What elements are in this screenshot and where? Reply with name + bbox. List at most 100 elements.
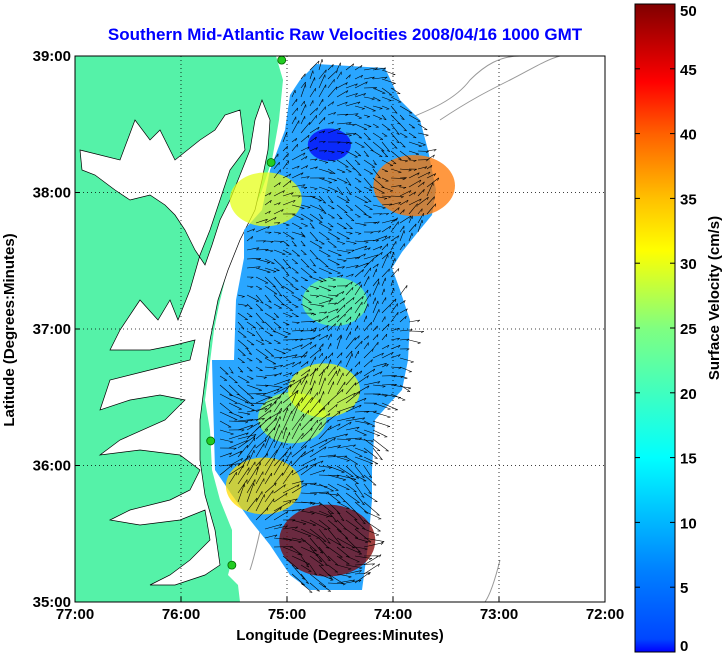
velocity-arrow <box>219 429 234 435</box>
velocity-arrowhead <box>347 439 351 442</box>
velocity-arrow <box>291 222 303 229</box>
velocity-arrowhead <box>268 396 271 400</box>
velocity-arrowhead <box>266 453 268 457</box>
velocity-arrowhead <box>361 495 365 498</box>
velocity-arrow <box>336 335 342 350</box>
velocity-arrow <box>336 266 345 269</box>
velocity-arrow <box>327 294 339 296</box>
velocity-arrow <box>363 213 372 218</box>
velocity-arrow <box>354 222 367 226</box>
velocity-arrowhead <box>368 247 371 251</box>
velocity-arrow <box>345 456 358 465</box>
velocity-arrow <box>345 159 356 170</box>
velocity-arrowhead <box>319 348 322 352</box>
velocity-arrow <box>291 294 302 301</box>
velocity-arrowhead <box>230 371 234 374</box>
velocity-arrowhead <box>370 150 374 152</box>
velocity-arrowhead <box>347 252 351 254</box>
velocity-arrow <box>264 216 277 224</box>
velocity-arrowhead <box>354 519 358 521</box>
velocity-arrowhead <box>301 208 305 210</box>
velocity-arrowhead <box>362 522 366 525</box>
velocity-arrowhead <box>301 480 304 484</box>
velocity-arrow <box>327 537 345 548</box>
velocity-arrowhead <box>398 354 401 357</box>
velocity-arrowhead <box>325 547 329 549</box>
velocity-arrow <box>363 528 380 536</box>
velocity-arrow <box>246 303 253 310</box>
velocity-arrow <box>426 196 435 206</box>
velocity-arrow <box>282 446 291 458</box>
velocity-hotspot <box>229 172 302 227</box>
velocity-arrow <box>327 445 341 449</box>
velocity-arrow <box>363 289 369 296</box>
velocity-arrow <box>363 510 382 520</box>
velocity-arrow <box>336 510 345 521</box>
velocity-arrow <box>300 417 313 431</box>
velocity-arrow <box>291 355 307 359</box>
velocity-arrowhead <box>268 210 271 214</box>
colorbar-tick-label: 30 <box>680 256 697 273</box>
velocity-arrow <box>372 447 383 460</box>
velocity-arrow <box>408 339 421 344</box>
velocity-arrow <box>336 573 352 578</box>
velocity-arrow <box>318 483 334 492</box>
velocity-arrow <box>282 303 293 311</box>
velocity-arrow <box>345 353 353 368</box>
velocity-arrow <box>300 73 306 80</box>
velocity-arrow <box>264 435 271 449</box>
velocity-arrow <box>372 300 379 314</box>
velocity-arrowhead <box>371 76 375 80</box>
velocity-arrowhead <box>285 525 288 528</box>
velocity-arrow <box>408 150 419 155</box>
velocity-arrowhead <box>342 583 346 586</box>
velocity-arrow <box>354 572 371 575</box>
velocity-arrow <box>327 308 339 314</box>
velocity-arrowhead <box>342 266 345 269</box>
velocity-arrow <box>345 570 362 575</box>
velocity-arrowhead <box>433 196 435 200</box>
velocity-arrow <box>318 437 336 449</box>
velocity-arrowhead <box>260 327 264 330</box>
velocity-arrow <box>255 409 272 422</box>
velocity-arrow <box>354 420 370 425</box>
velocity-arrow <box>372 438 389 452</box>
velocity-arrowhead <box>278 327 282 329</box>
velocity-arrow <box>327 455 347 458</box>
velocity-arrow <box>345 123 356 125</box>
velocity-arrow <box>282 410 293 431</box>
velocity-arrow <box>264 312 276 320</box>
velocity-arrowhead <box>278 162 280 166</box>
velocity-arrow <box>381 352 394 359</box>
velocity-arrow <box>381 203 392 206</box>
velocity-arrowhead <box>363 398 367 401</box>
velocity-arrow <box>300 528 320 539</box>
velocity-arrowhead <box>250 424 253 428</box>
velocity-arrowhead <box>314 344 317 348</box>
velocity-arrow <box>327 213 335 219</box>
velocity-arrowhead <box>324 564 328 566</box>
velocity-arrow <box>372 278 380 287</box>
velocity-arrow <box>318 377 326 395</box>
velocity-arrow <box>291 138 297 143</box>
velocity-arrowhead <box>287 153 289 157</box>
velocity-arrow <box>291 380 302 395</box>
velocity-arrowhead <box>351 273 354 277</box>
velocity-arrow <box>273 276 285 289</box>
velocity-arrow <box>291 116 297 125</box>
velocity-arrow <box>237 483 245 503</box>
velocity-arrow <box>345 371 358 386</box>
velocity-arrowhead <box>288 301 292 304</box>
velocity-arrowhead <box>328 300 332 303</box>
velocity-arrowhead <box>356 426 360 430</box>
velocity-arrowhead <box>382 207 386 209</box>
velocity-arrow <box>273 416 281 431</box>
velocity-arrowhead <box>286 274 290 276</box>
velocity-arrowhead <box>306 361 309 365</box>
velocity-arrowhead <box>366 375 369 379</box>
velocity-arrow <box>345 447 363 457</box>
velocity-arrow <box>309 398 321 413</box>
velocity-arrowhead <box>378 230 381 233</box>
velocity-arrow <box>390 345 401 350</box>
velocity-arrow <box>345 101 361 107</box>
